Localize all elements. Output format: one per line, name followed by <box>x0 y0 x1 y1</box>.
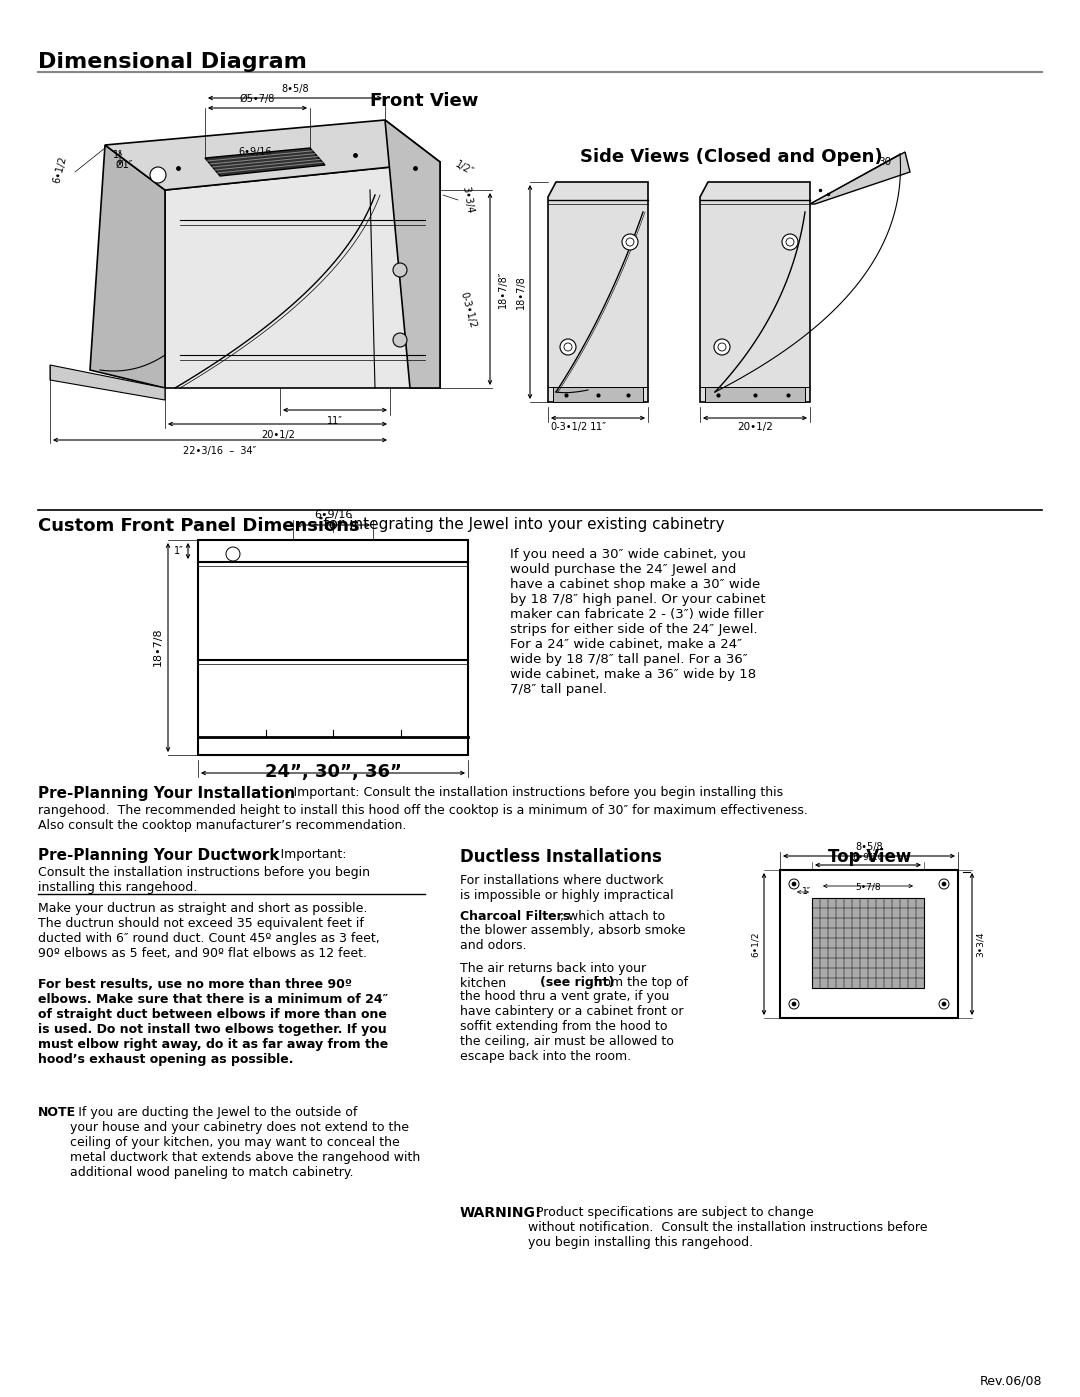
Polygon shape <box>810 152 910 204</box>
Text: 6•1/2: 6•1/2 <box>751 932 760 957</box>
Text: Side Views (Closed and Open): Side Views (Closed and Open) <box>580 148 882 166</box>
Polygon shape <box>205 148 325 176</box>
Text: the hood thru a vent grate, if you
have cabintery or a cabinet front or
soffit e: the hood thru a vent grate, if you have … <box>460 990 684 1063</box>
Text: 1/2″: 1/2″ <box>453 159 475 177</box>
Text: Ø5•7/8: Ø5•7/8 <box>240 94 274 103</box>
Text: WARNING!: WARNING! <box>460 1206 542 1220</box>
Bar <box>780 870 958 1018</box>
Text: 20•1/2: 20•1/2 <box>737 422 773 432</box>
Text: from the top of: from the top of <box>590 977 688 989</box>
Circle shape <box>939 879 949 888</box>
Polygon shape <box>50 365 165 400</box>
Text: 0-3•1/2: 0-3•1/2 <box>458 291 477 330</box>
Text: Dimensional Diagram: Dimensional Diagram <box>38 52 307 73</box>
Text: 6•9/16: 6•9/16 <box>314 510 352 520</box>
Text: 18•7/8: 18•7/8 <box>153 627 163 666</box>
Polygon shape <box>548 182 648 402</box>
Circle shape <box>622 235 638 250</box>
Bar <box>812 898 924 988</box>
Text: If you need a 30″ wide cabinet, you
would purchase the 24″ Jewel and
have a cabi: If you need a 30″ wide cabinet, you woul… <box>510 548 766 696</box>
Text: 8•5/8: 8•5/8 <box>281 84 309 94</box>
Circle shape <box>942 882 946 886</box>
Polygon shape <box>105 120 440 190</box>
Circle shape <box>561 339 576 355</box>
Circle shape <box>789 999 799 1009</box>
Text: Product specifications are subject to change
without notification.  Consult the : Product specifications are subject to ch… <box>528 1206 928 1249</box>
Circle shape <box>782 235 798 250</box>
Text: The air returns back into your
kitchen: The air returns back into your kitchen <box>460 963 646 990</box>
Text: 11″: 11″ <box>327 416 343 426</box>
Text: 0-3•1/2: 0-3•1/2 <box>550 422 588 432</box>
Text: Ø1″: Ø1″ <box>116 161 133 170</box>
Bar <box>553 387 643 402</box>
Text: (see right): (see right) <box>540 977 615 989</box>
Text: - for integrating the Jewel into your existing cabinetry: - for integrating the Jewel into your ex… <box>308 517 725 532</box>
Text: Pre-Planning Your Ductwork: Pre-Planning Your Ductwork <box>38 848 280 863</box>
Text: 1″: 1″ <box>113 149 123 161</box>
Text: 6•9/16: 6•9/16 <box>239 147 272 156</box>
Text: 3•3/4: 3•3/4 <box>460 186 474 214</box>
Text: - Important:: - Important: <box>268 848 347 861</box>
Text: the blower assembly, absorb smoke
and odors.: the blower assembly, absorb smoke and od… <box>460 923 686 951</box>
Text: 5•7/8: 5•7/8 <box>855 882 881 891</box>
Text: 24”, 30”, 36”: 24”, 30”, 36” <box>265 763 402 781</box>
Text: 18•7/8″: 18•7/8″ <box>498 270 508 307</box>
Text: For installations where ductwork
is impossible or highly impractical: For installations where ductwork is impo… <box>460 875 674 902</box>
Text: , which attach to: , which attach to <box>561 909 665 923</box>
Circle shape <box>564 344 572 351</box>
Text: Front View: Front View <box>370 92 478 110</box>
Polygon shape <box>384 120 440 388</box>
Text: 11″: 11″ <box>590 422 607 432</box>
Circle shape <box>786 237 794 246</box>
Circle shape <box>942 1002 946 1006</box>
Text: Charcoal Filters: Charcoal Filters <box>460 909 570 923</box>
Text: 22•3/16  –  34″: 22•3/16 – 34″ <box>184 446 257 455</box>
Text: For best results, use no more than three 90º
elbows. Make sure that there is a m: For best results, use no more than three… <box>38 978 388 1066</box>
Text: 8•5/8: 8•5/8 <box>855 842 882 852</box>
Text: Ductless Installations: Ductless Installations <box>460 848 662 866</box>
Circle shape <box>393 332 407 346</box>
Circle shape <box>939 999 949 1009</box>
Text: 6•1/2: 6•1/2 <box>51 155 68 184</box>
Polygon shape <box>165 162 440 388</box>
Circle shape <box>792 882 796 886</box>
Text: Consult the installation instructions before you begin
installing this rangehood: Consult the installation instructions be… <box>38 866 370 894</box>
Circle shape <box>150 168 166 183</box>
Text: Rev.06/08: Rev.06/08 <box>980 1375 1042 1389</box>
Text: 20•1/2: 20•1/2 <box>261 430 295 440</box>
Bar <box>705 387 805 402</box>
Text: 6•9/16: 6•9/16 <box>852 854 883 862</box>
Circle shape <box>393 263 407 277</box>
Polygon shape <box>90 145 165 388</box>
Text: 1″: 1″ <box>174 546 184 556</box>
Text: 3•3/4: 3•3/4 <box>976 932 985 957</box>
Text: 1″: 1″ <box>802 887 811 897</box>
Polygon shape <box>700 182 810 402</box>
Circle shape <box>714 339 730 355</box>
Bar <box>198 541 468 754</box>
Circle shape <box>626 237 634 246</box>
Text: 30: 30 <box>878 156 892 168</box>
Circle shape <box>792 1002 796 1006</box>
Text: Custom Front Panel Dimensions: Custom Front Panel Dimensions <box>38 517 360 535</box>
Text: - Important: Consult the installation instructions before you begin installing t: - Important: Consult the installation in… <box>281 787 783 799</box>
Text: 18•7/8: 18•7/8 <box>516 275 526 309</box>
Circle shape <box>226 548 240 562</box>
Circle shape <box>789 879 799 888</box>
Circle shape <box>718 344 726 351</box>
Text: rangehood.  The recommended height to install this hood off the cooktop is a min: rangehood. The recommended height to ins… <box>38 805 808 833</box>
Text: Pre-Planning Your Installation: Pre-Planning Your Installation <box>38 787 295 800</box>
Text: Top View: Top View <box>828 848 912 866</box>
Text: : If you are ducting the Jewel to the outside of
your house and your cabinetry d: : If you are ducting the Jewel to the ou… <box>70 1106 420 1179</box>
Text: NOTE: NOTE <box>38 1106 76 1119</box>
Text: Make your ductrun as straight and short as possible.
The ductrun should not exce: Make your ductrun as straight and short … <box>38 902 380 960</box>
